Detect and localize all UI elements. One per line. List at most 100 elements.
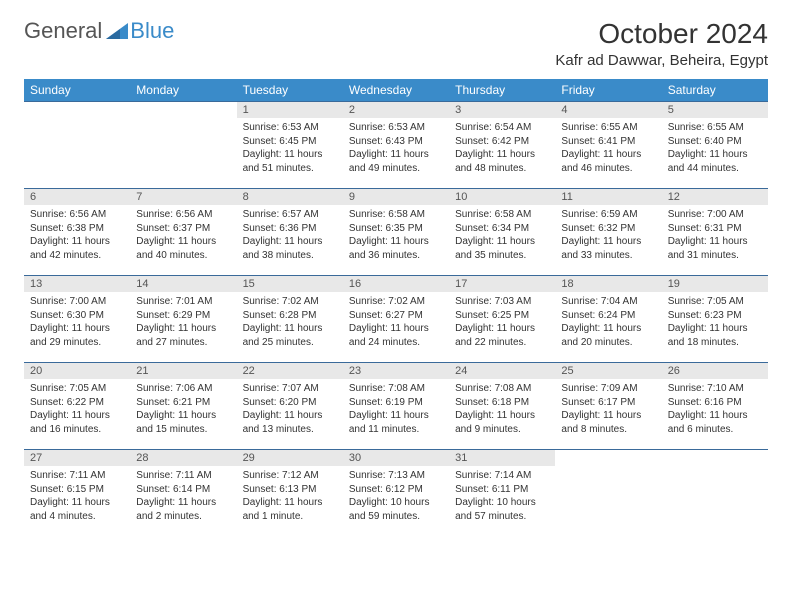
calendar-cell: 16Sunrise: 7:02 AMSunset: 6:27 PMDayligh… (343, 276, 449, 363)
sunrise-text: Sunrise: 7:09 AM (561, 382, 655, 396)
sunrise-text: Sunrise: 7:00 AM (668, 208, 762, 222)
sunset-text: Sunset: 6:36 PM (243, 222, 337, 236)
calendar-cell: 11Sunrise: 6:59 AMSunset: 6:32 PMDayligh… (555, 189, 661, 276)
sunrise-text: Sunrise: 7:13 AM (349, 469, 443, 483)
sunrise-text: Sunrise: 7:14 AM (455, 469, 549, 483)
calendar-cell: 3Sunrise: 6:54 AMSunset: 6:42 PMDaylight… (449, 102, 555, 189)
weekday-friday: Friday (555, 79, 661, 102)
calendar-cell: 1Sunrise: 6:53 AMSunset: 6:45 PMDaylight… (237, 102, 343, 189)
daylight-text: Daylight: 11 hours and 2 minutes. (136, 496, 230, 523)
calendar-cell: 17Sunrise: 7:03 AMSunset: 6:25 PMDayligh… (449, 276, 555, 363)
daylight-text: Daylight: 11 hours and 6 minutes. (668, 409, 762, 436)
logo: General Blue (24, 18, 174, 44)
calendar-cell: 6Sunrise: 6:56 AMSunset: 6:38 PMDaylight… (24, 189, 130, 276)
day-number: 11 (555, 189, 661, 205)
sunrise-text: Sunrise: 6:53 AM (243, 121, 337, 135)
sunrise-text: Sunrise: 7:03 AM (455, 295, 549, 309)
day-number: 24 (449, 363, 555, 379)
sunrise-text: Sunrise: 6:55 AM (561, 121, 655, 135)
daylight-text: Daylight: 10 hours and 59 minutes. (349, 496, 443, 523)
calendar-table: Sunday Monday Tuesday Wednesday Thursday… (24, 79, 768, 537)
day-number: 26 (662, 363, 768, 379)
daylight-text: Daylight: 11 hours and 36 minutes. (349, 235, 443, 262)
sunset-text: Sunset: 6:45 PM (243, 135, 337, 149)
day-info: Sunrise: 7:04 AMSunset: 6:24 PMDaylight:… (555, 292, 661, 352)
day-info: Sunrise: 7:10 AMSunset: 6:16 PMDaylight:… (662, 379, 768, 439)
sunset-text: Sunset: 6:38 PM (30, 222, 124, 236)
daylight-text: Daylight: 11 hours and 29 minutes. (30, 322, 124, 349)
calendar-cell: 9Sunrise: 6:58 AMSunset: 6:35 PMDaylight… (343, 189, 449, 276)
calendar-cell: 28 Sunrise: 7:11 AMSunset: 6:14 PMDayligh… (130, 450, 236, 537)
sunrise-text: Sunrise: 7:02 AM (349, 295, 443, 309)
day-number: 23 (343, 363, 449, 379)
daylight-text: Daylight: 11 hours and 15 minutes. (136, 409, 230, 436)
daylight-text: Daylight: 11 hours and 46 minutes. (561, 148, 655, 175)
sunset-text: Sunset: 6:24 PM (561, 309, 655, 323)
calendar-cell: 26Sunrise: 7:10 AMSunset: 6:16 PMDayligh… (662, 363, 768, 450)
calendar-row: 27Sunrise: 7:11 AMSunset: 6:15 PMDayligh… (24, 450, 768, 537)
sunrise-text: Sunrise: 6:58 AM (455, 208, 549, 222)
daylight-text: Daylight: 11 hours and 48 minutes. (455, 148, 549, 175)
sunset-text: Sunset: 6:14 PM (136, 483, 230, 497)
day-number: 3 (449, 102, 555, 118)
daylight-text: Daylight: 11 hours and 51 minutes. (243, 148, 337, 175)
sunrise-text: Sunrise: 7:02 AM (243, 295, 337, 309)
sunset-text: Sunset: 6:20 PM (243, 396, 337, 410)
day-number: 15 (237, 276, 343, 292)
calendar-cell: 8Sunrise: 6:57 AMSunset: 6:36 PMDaylight… (237, 189, 343, 276)
sunrise-text: Sunrise: 7:07 AM (243, 382, 337, 396)
sunrise-text: Sunrise: 7:11 AM (136, 469, 230, 483)
sunset-text: Sunset: 6:23 PM (668, 309, 762, 323)
daylight-text: Daylight: 11 hours and 25 minutes. (243, 322, 337, 349)
calendar-cell: 23Sunrise: 7:08 AMSunset: 6:19 PMDayligh… (343, 363, 449, 450)
logo-triangle-icon (106, 23, 128, 39)
day-number: 13 (24, 276, 130, 292)
sunset-text: Sunset: 6:35 PM (349, 222, 443, 236)
day-number: 8 (237, 189, 343, 205)
day-info: Sunrise: 6:59 AMSunset: 6:32 PMDaylight:… (555, 205, 661, 265)
day-number: 21 (130, 363, 236, 379)
sunset-text: Sunset: 6:40 PM (668, 135, 762, 149)
sunset-text: Sunset: 6:15 PM (30, 483, 124, 497)
calendar-cell: 2Sunrise: 6:53 AMSunset: 6:43 PMDaylight… (343, 102, 449, 189)
day-info: Sunrise: 6:56 AMSunset: 6:37 PMDaylight:… (130, 205, 236, 265)
sunset-text: Sunset: 6:43 PM (349, 135, 443, 149)
day-info: Sunrise: 7:03 AMSunset: 6:25 PMDaylight:… (449, 292, 555, 352)
sunset-text: Sunset: 6:19 PM (349, 396, 443, 410)
day-number: 12 (662, 189, 768, 205)
day-info: Sunrise: 7:05 AMSunset: 6:23 PMDaylight:… (662, 292, 768, 352)
day-number: 30 (343, 450, 449, 466)
sunrise-text: Sunrise: 7:01 AM (136, 295, 230, 309)
sunrise-text: Sunrise: 7:05 AM (30, 382, 124, 396)
day-info: Sunrise: 6:53 AMSunset: 6:43 PMDaylight:… (343, 118, 449, 178)
day-info: Sunrise: 6:54 AMSunset: 6:42 PMDaylight:… (449, 118, 555, 178)
sunset-text: Sunset: 6:18 PM (455, 396, 549, 410)
daylight-text: Daylight: 11 hours and 13 minutes. (243, 409, 337, 436)
sunrise-text: Sunrise: 6:55 AM (668, 121, 762, 135)
day-info: Sunrise: 7:07 AMSunset: 6:20 PMDaylight:… (237, 379, 343, 439)
daylight-text: Daylight: 10 hours and 57 minutes. (455, 496, 549, 523)
calendar-cell: 22Sunrise: 7:07 AMSunset: 6:20 PMDayligh… (237, 363, 343, 450)
day-number: 7 (130, 189, 236, 205)
day-info: Sunrise: 7:14 AMSunset: 6:11 PMDaylight:… (449, 466, 555, 526)
day-number: 2 (343, 102, 449, 118)
logo-text-general: General (24, 18, 102, 44)
daylight-text: Daylight: 11 hours and 22 minutes. (455, 322, 549, 349)
day-info: Sunrise: 6:55 AMSunset: 6:40 PMDaylight:… (662, 118, 768, 178)
daylight-text: Daylight: 11 hours and 11 minutes. (349, 409, 443, 436)
day-number: 29 (237, 450, 343, 466)
day-info: Sunrise: 7:02 AMSunset: 6:27 PMDaylight:… (343, 292, 449, 352)
daylight-text: Daylight: 11 hours and 16 minutes. (30, 409, 124, 436)
day-number: 16 (343, 276, 449, 292)
day-number: 19 (662, 276, 768, 292)
day-info: Sunrise: 7:12 AMSunset: 6:13 PMDaylight:… (237, 466, 343, 526)
calendar-row: 13Sunrise: 7:00 AMSunset: 6:30 PMDayligh… (24, 276, 768, 363)
calendar-cell: 27Sunrise: 7:11 AMSunset: 6:15 PMDayligh… (24, 450, 130, 537)
day-number: 18 (555, 276, 661, 292)
sunset-text: Sunset: 6:27 PM (349, 309, 443, 323)
day-info: Sunrise: 7:09 AMSunset: 6:17 PMDaylight:… (555, 379, 661, 439)
day-info: Sunrise: 6:56 AMSunset: 6:38 PMDaylight:… (24, 205, 130, 265)
sunrise-text: Sunrise: 7:11 AM (30, 469, 124, 483)
day-number: 28 (130, 450, 236, 466)
calendar-cell: 15Sunrise: 7:02 AMSunset: 6:28 PMDayligh… (237, 276, 343, 363)
